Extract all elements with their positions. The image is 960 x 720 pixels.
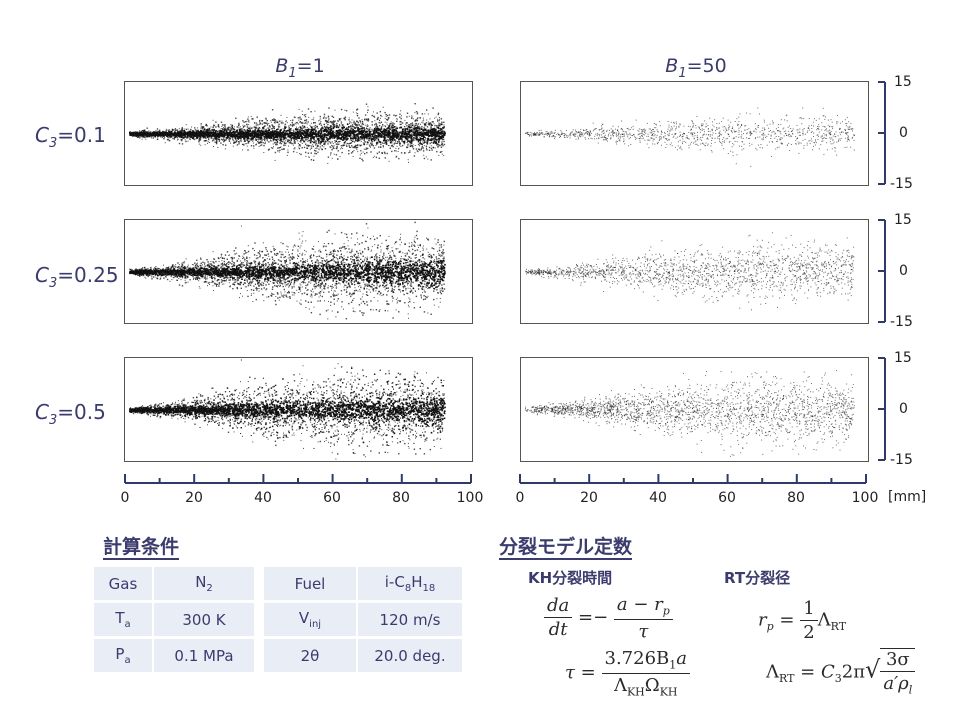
ytick-neg15-row1: -15 <box>890 176 913 192</box>
spray-panel-c3-0.1-b1-50 <box>520 81 869 186</box>
cond-value-angle: 20.0 deg. <box>358 639 464 672</box>
conditions-table-left: Gas N2 Ta 300 K Pa 0.1 MPa <box>94 564 256 675</box>
cond-value-vinj: 120 m/s <box>358 603 464 636</box>
cond-label-ta: Ta <box>94 603 154 636</box>
table-row: Gas N2 <box>94 567 256 600</box>
rt-rp-equation: rp = 1 2 ΛRT <box>758 598 846 643</box>
xtick-right-80: 80 <box>776 490 816 506</box>
spray-particles <box>525 232 855 311</box>
spray-particles <box>129 359 446 460</box>
xtick-left-100: 100 <box>450 490 490 506</box>
table-row: Pa 0.1 MPa <box>94 639 256 672</box>
spray-particles <box>129 103 446 164</box>
ytick-0-row1: 0 <box>899 125 908 141</box>
spray-particles <box>525 370 855 457</box>
cond-label-angle: 2θ <box>264 639 358 672</box>
xtick-right-100: 100 <box>845 490 885 506</box>
cond-value-ta: 300 K <box>154 603 256 636</box>
xtick-left-0: 0 <box>105 490 145 506</box>
xtick-left-40: 40 <box>243 490 283 506</box>
conditions-title: 計算条件 <box>103 536 180 560</box>
spray-panel-c3-0.5-b1-50 <box>520 357 869 462</box>
xtick-right-20: 20 <box>569 490 609 506</box>
spray-particles <box>525 107 855 167</box>
x-axis-unit: [mm] <box>888 489 926 505</box>
xtick-right-0: 0 <box>500 490 540 506</box>
kh-breakup-time-title: KH分裂時間 <box>528 567 612 588</box>
cond-label-fuel: Fuel <box>264 567 358 600</box>
cond-value-gas: N2 <box>154 567 256 600</box>
row-label-c3-0.1: C3=0.1 <box>35 123 106 151</box>
xtick-right-40: 40 <box>638 490 678 506</box>
cond-label-gas: Gas <box>94 567 154 600</box>
column-title-b1-1: B1=1 <box>240 55 360 81</box>
rt-breakup-radius-title: RT分裂径 <box>724 567 790 588</box>
spray-particles <box>129 221 446 320</box>
conditions-table-right: Fuel i-C8H18 Vinj 120 m/s 2θ 20.0 deg. <box>264 564 464 675</box>
ytick-15-row3: 15 <box>894 350 912 366</box>
ytick-neg15-row2: -15 <box>890 314 913 330</box>
column-title-b1-50: B1=50 <box>636 55 756 81</box>
ytick-neg15-row3: -15 <box>890 452 913 468</box>
spray-panel-c3-0.25-b1-50 <box>520 219 869 324</box>
xtick-right-60: 60 <box>707 490 747 506</box>
row-label-c3-0.5: C3=0.5 <box>35 400 106 428</box>
xtick-left-80: 80 <box>381 490 421 506</box>
spray-panel-c3-0.5-b1-1 <box>124 357 473 462</box>
table-row: Fuel i-C8H18 <box>264 567 464 600</box>
table-row: Ta 300 K <box>94 603 256 636</box>
ytick-15-row1: 15 <box>894 74 912 90</box>
table-row: 2θ 20.0 deg. <box>264 639 464 672</box>
xtick-left-20: 20 <box>174 490 214 506</box>
spray-panel-c3-0.25-b1-1 <box>124 219 473 324</box>
cond-label-vinj: Vinj <box>264 603 358 636</box>
kh-tau-equation: τ = 3.726B1a ΛKHΩKH <box>565 648 690 698</box>
model-constants-title: 分裂モデル定数 <box>499 536 633 560</box>
ytick-0-row3: 0 <box>899 401 908 417</box>
ytick-15-row2: 15 <box>894 212 912 228</box>
table-row: Vinj 120 m/s <box>264 603 464 636</box>
sqrt-icon: √ <box>865 655 880 683</box>
xtick-left-60: 60 <box>312 490 352 506</box>
cond-label-pa: Pa <box>94 639 154 672</box>
cond-value-pa: 0.1 MPa <box>154 639 256 672</box>
spray-panel-c3-0.1-b1-1 <box>124 81 473 186</box>
cond-value-fuel: i-C8H18 <box>358 567 464 600</box>
ytick-0-row2: 0 <box>899 263 908 279</box>
row-label-c3-0.25: C3=0.25 <box>35 263 119 291</box>
rt-lambda-equation: ΛRT = C32π√ 3σ a′ρl <box>766 648 916 697</box>
kh-rate-equation: da dt =− a − rp τ <box>544 594 673 642</box>
